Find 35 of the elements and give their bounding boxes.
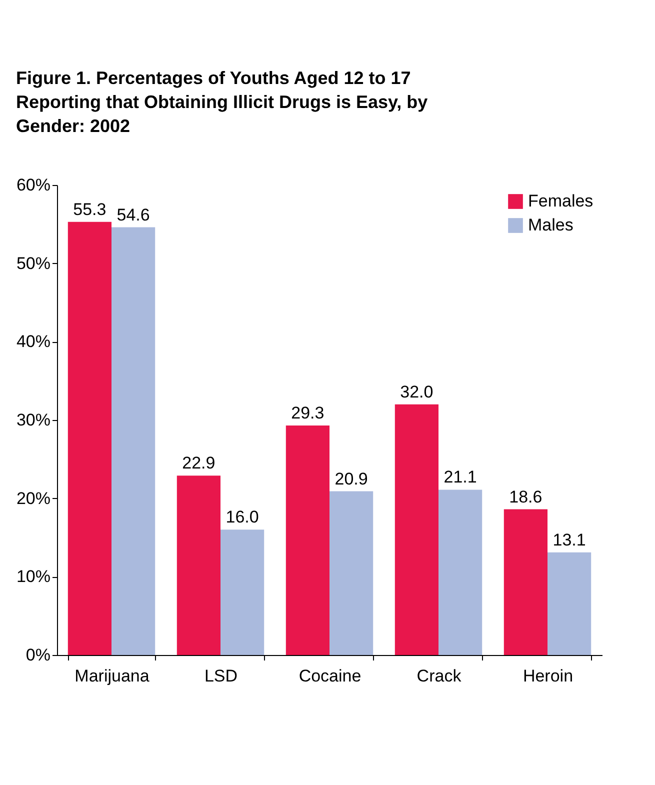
bar	[286, 425, 330, 655]
bar	[438, 490, 482, 655]
x-tick-label: Crack	[416, 666, 462, 686]
data-label: 55.3	[73, 200, 106, 219]
data-label: 16.0	[226, 508, 259, 527]
bar	[220, 530, 264, 655]
bar	[548, 552, 592, 655]
x-tick-label: Marijuana	[74, 666, 150, 686]
data-label: 13.1	[552, 530, 586, 550]
legend-label: Males	[528, 216, 574, 234]
data-label: 29.3	[291, 403, 324, 422]
x-tick-label: LSD	[204, 666, 238, 686]
data-label: 21.1	[444, 468, 477, 487]
data-label: 32.0	[400, 382, 434, 402]
bar	[394, 404, 438, 655]
data-label: 20.9	[334, 469, 368, 488]
data-label: 18.6	[509, 487, 542, 506]
bar	[330, 491, 374, 655]
chart-title: Figure 1. Percentages of Youths Aged 12 to 17 Reporting that Obtaining Illicit Drugs is Easy, by Gender: 2002	[16, 68, 428, 136]
y-tick-label: 10%	[16, 567, 50, 586]
bar	[68, 222, 112, 655]
legend-label: Females	[528, 192, 594, 210]
x-tick-label: Cocaine	[298, 666, 362, 686]
bar	[176, 476, 220, 655]
data-label: 22.9	[182, 454, 216, 473]
y-tick-label: 40%	[16, 332, 50, 352]
data-label: 54.6	[116, 205, 150, 224]
bar	[504, 509, 548, 655]
y-tick-label: 30%	[16, 410, 50, 430]
y-tick-label: 0%	[26, 646, 50, 664]
x-tick-label: Heroin	[522, 666, 574, 686]
y-tick-label: 50%	[16, 254, 50, 273]
bar	[112, 227, 156, 655]
y-tick-label: 60%	[16, 176, 50, 194]
y-tick-label: 20%	[16, 488, 50, 508]
